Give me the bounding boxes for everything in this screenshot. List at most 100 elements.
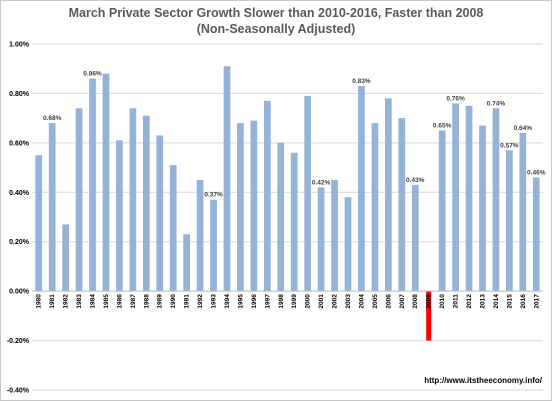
data-labels: 0.68% 0.86% 0.37% 0.42% 0.83% 0.43% 0.65% 0.76%…	[43, 71, 546, 199]
x-tick-label: 1998	[278, 294, 285, 309]
data-label: 0.76%	[446, 95, 465, 102]
bar-1987	[129, 108, 137, 292]
data-label: 0.65%	[433, 123, 452, 130]
x-tick-label: 1986	[116, 294, 123, 309]
bar-2005	[371, 123, 379, 292]
bar-1992	[196, 179, 204, 292]
chart-title: March Private Sector Growth Slower than …	[68, 6, 484, 20]
data-label: 0.83%	[352, 78, 371, 85]
x-tick-label: 2005	[372, 294, 379, 309]
x-tick-label: 2016	[520, 294, 527, 309]
bar-1988	[142, 115, 150, 292]
bar-1986	[116, 140, 123, 292]
x-tick-label: 2015	[506, 294, 513, 309]
y-axis-ticks: 1.00% 0.80% 0.60% 0.40% 0.20% 0.00% -0.20% -0.4…	[7, 42, 30, 395]
bar-2011	[452, 103, 459, 292]
x-tick-label: 1982	[63, 294, 70, 309]
y-tick-label: -0.20%	[7, 338, 30, 345]
chart-subtitle: (Non-Seasonally Adjusted)	[196, 22, 356, 36]
x-tick-label: 2001	[318, 294, 325, 309]
bar-2001	[317, 187, 325, 292]
bar-1991	[183, 234, 191, 292]
bar-2009	[426, 291, 432, 341]
x-tick-label: 2008	[412, 294, 419, 309]
x-tick-label: 1980	[36, 294, 43, 309]
bar-1985	[102, 73, 110, 292]
data-label: 0.37%	[204, 192, 223, 199]
x-tick-label: 2007	[399, 294, 406, 309]
data-label: 0.42%	[312, 179, 331, 186]
bar-2004	[358, 86, 365, 292]
x-tick-label: 2010	[439, 294, 446, 309]
x-axis-ticks: 1980 1981 1982 1983 1984 1985 1986 1987 1988 1989…	[36, 294, 541, 309]
bar-2013	[479, 125, 486, 292]
data-label: 0.57%	[500, 142, 519, 149]
x-tick-label: 1983	[76, 294, 83, 309]
bar-2008	[411, 184, 419, 292]
bar-1996	[250, 120, 258, 292]
bar-1982	[62, 224, 69, 292]
x-tick-label: 2012	[466, 294, 473, 309]
bars	[35, 66, 540, 341]
bar-2006	[384, 98, 392, 292]
bar-1998	[277, 142, 285, 292]
x-tick-label: 2009	[426, 294, 433, 309]
x-tick-label: 2002	[332, 294, 339, 309]
data-label: 0.86%	[83, 71, 102, 78]
x-tick-label: 2011	[453, 294, 460, 308]
x-tick-label: 1987	[130, 294, 137, 309]
y-tick-label: 0.40%	[9, 190, 30, 197]
x-tick-label: 1990	[170, 294, 177, 309]
bar-1994	[223, 66, 231, 292]
data-label: 0.68%	[43, 115, 62, 122]
x-tick-label: 1985	[103, 294, 110, 309]
x-tick-label: 1992	[197, 294, 204, 309]
y-tick-label: -0.40%	[7, 388, 30, 395]
data-label: 0.64%	[514, 125, 533, 132]
data-label: 0.46%	[527, 169, 546, 176]
bar-1990	[169, 165, 177, 292]
x-tick-label: 1989	[157, 294, 164, 309]
bar-2003	[344, 197, 352, 292]
bar-1980	[35, 155, 43, 292]
bar-2016	[519, 132, 527, 292]
bar-1983	[75, 108, 83, 292]
y-tick-label: 0.00%	[9, 289, 30, 296]
x-tick-label: 2004	[358, 294, 365, 309]
bar-2000	[304, 95, 312, 292]
bar-1989	[156, 135, 164, 292]
x-tick-label: 1995	[237, 294, 244, 309]
data-label: 0.74%	[487, 100, 506, 107]
bar-1995	[237, 123, 244, 292]
bar-1993	[210, 199, 217, 292]
y-tick-label: 1.00%	[9, 42, 30, 49]
data-label: 0.43%	[406, 177, 425, 184]
bar-1981	[48, 123, 56, 292]
bar-2007	[398, 118, 406, 292]
x-tick-label: 2014	[493, 294, 500, 309]
x-tick-label: 1993	[211, 294, 218, 309]
x-tick-label: 2000	[305, 294, 312, 309]
x-tick-label: 1988	[143, 294, 150, 309]
bar-2010	[438, 130, 446, 292]
bar-1997	[263, 100, 271, 292]
x-tick-label: 1996	[251, 294, 258, 309]
y-tick-label: 0.60%	[9, 140, 30, 147]
bar-2012	[465, 105, 473, 292]
bar-1999	[290, 152, 298, 292]
x-tick-label: 2006	[385, 294, 392, 309]
bar-1984	[89, 78, 96, 292]
bar-2017	[532, 177, 540, 292]
x-tick-label: 1999	[291, 294, 298, 309]
y-tick-label: 0.80%	[9, 91, 30, 98]
x-tick-label: 2013	[479, 294, 486, 309]
x-tick-label: 1984	[90, 294, 97, 309]
bar-2002	[331, 179, 338, 292]
x-tick-label: 1991	[184, 294, 191, 309]
x-tick-label: 2017	[533, 294, 540, 309]
y-tick-label: 0.20%	[9, 239, 30, 246]
x-tick-label: 1994	[224, 294, 231, 309]
bar-2015	[506, 150, 513, 292]
x-tick-label: 1997	[264, 294, 271, 309]
